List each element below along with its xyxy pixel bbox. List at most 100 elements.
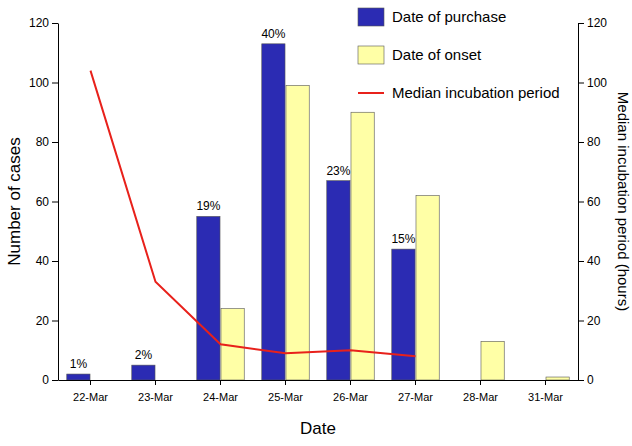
tick-label: 40 [36,254,50,268]
tick-label: 120 [587,16,607,30]
bar [546,377,569,380]
bar [67,374,90,380]
tick-mark [90,380,91,385]
chart: 1% 2% 19% 40% 23% 15% 0 20 40 60 80 100 120 0 20 40 60 80… [0,0,632,446]
tick: 22-Mar [73,380,108,403]
tick-mark [578,380,584,381]
data-label: 2% [135,348,153,362]
tick-label: 60 [587,195,601,209]
y2-axis: 0 20 40 60 80 100 120 [578,16,607,387]
tick: 27-Mar [398,380,433,403]
legend-item: Date of onset [358,46,482,64]
tick: 80 [36,135,58,149]
data-label: 19% [196,199,220,213]
legend: Date of purchase Date of onset Median incu… [358,8,560,101]
tick-label: 24-Mar [203,391,238,403]
tick-mark [52,321,58,322]
axis-line [58,24,59,381]
tick: 120 [578,16,607,30]
tick: 60 [36,195,58,209]
tick-label: 60 [36,195,50,209]
tick-label: 80 [587,135,601,149]
tick: 24-Mar [203,380,238,403]
tick-mark [52,380,58,381]
x-axis-title: Date [300,419,336,438]
tick-label: 27-Mar [398,391,433,403]
tick-label: 20 [587,314,601,328]
tick-label: 20 [36,314,50,328]
tick-label: 0 [587,373,594,387]
line [91,71,416,357]
tick-label: 26-Mar [333,391,368,403]
tick-mark [155,380,156,385]
tick-mark [578,321,584,322]
legend-item: Date of purchase [358,8,506,26]
data-label: 15% [391,232,415,246]
tick: 20 [36,314,58,328]
tick: 40 [578,254,601,268]
y-axis-title: Number of cases [5,137,24,266]
tick-label: 28-Mar [463,391,498,403]
data-label: 1% [70,357,88,371]
legend-label: Date of purchase [392,8,506,25]
tick-label: 25-Mar [268,391,303,403]
tick: 80 [578,135,601,149]
tick: 100 [29,76,58,90]
tick: 0 [42,373,58,387]
bar [416,196,439,380]
tick-label: 23-Mar [138,391,173,403]
tick: 40 [36,254,58,268]
tick-mark [480,380,481,385]
tick: 0 [578,373,594,387]
legend-label: Median incubation period [392,84,560,101]
tick-mark [52,23,58,24]
tick-label: 40 [587,254,601,268]
bar [197,216,220,380]
tick: 120 [29,16,58,30]
tick: 100 [578,76,607,90]
tick-mark [578,142,584,143]
marks [67,44,569,380]
tick-label: 100 [29,76,49,90]
tick-mark [545,380,546,385]
tick-mark [52,261,58,262]
axis-line [59,380,579,381]
tick-label: 80 [36,135,50,149]
bar [286,85,309,380]
tick-mark [52,202,58,203]
bar [481,341,504,380]
tick: 28-Mar [463,380,498,403]
tick: 26-Mar [333,380,368,403]
tick-label: 100 [587,76,607,90]
tick-mark [52,83,58,84]
tick: 60 [578,195,601,209]
tick: 20 [578,314,601,328]
legend-label: Date of onset [392,46,482,63]
y-axis: 0 20 40 60 80 100 120 [29,16,59,387]
tick: 25-Mar [268,380,303,403]
data-label: 23% [326,164,350,178]
bar [351,112,374,380]
bar [392,249,415,380]
tick-mark [350,380,351,385]
tick-mark [415,380,416,385]
legend-swatch [358,92,384,94]
tick-mark [220,380,221,385]
legend-item: Median incubation period [358,84,560,101]
tick-mark [578,202,584,203]
y2-axis-title: Median incubation period (hours) [615,92,632,311]
tick-label: 22-Mar [73,391,108,403]
tick-label: 0 [42,373,49,387]
tick: 31-Mar [528,380,563,403]
bar [262,44,285,380]
tick-mark [578,83,584,84]
data-labels: 1% 2% 19% 40% 23% 15% [70,27,416,371]
x-axis: 22-Mar 23-Mar 24-Mar 25-Mar 26-Mar 27-Mar 28-M… [59,380,579,403]
tick-label: 31-Mar [528,391,563,403]
tick: 23-Mar [138,380,173,403]
data-label: 40% [261,27,285,41]
plot: 1% 2% 19% 40% 23% 15% 0 20 40 60 80 100 120 0 20 40 60 80… [29,16,607,403]
tick-mark [578,261,584,262]
tick-mark [285,380,286,385]
bar [132,365,155,380]
